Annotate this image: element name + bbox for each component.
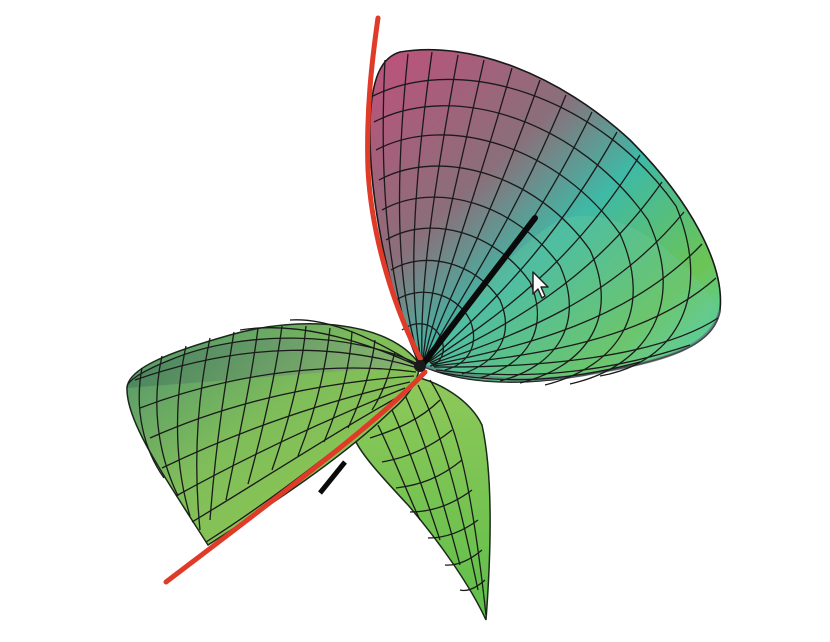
origin-point (414, 360, 426, 372)
upper-bowl-lip (419, 309, 722, 381)
red-axis-lower (163, 369, 428, 585)
black-axis-front (417, 215, 538, 371)
lower-sheet-mesh (369, 379, 487, 616)
red-axis-upper (365, 15, 425, 365)
left-wing-rim (126, 337, 421, 389)
pointer-cursor-icon (532, 271, 549, 299)
black-axis-back (318, 460, 347, 495)
upper-bowl-inner-shade (420, 216, 715, 383)
lower-sheet (354, 375, 491, 621)
left-wing-mesh-rings (138, 325, 396, 531)
upper-bowl-mesh-rings (372, 78, 692, 386)
